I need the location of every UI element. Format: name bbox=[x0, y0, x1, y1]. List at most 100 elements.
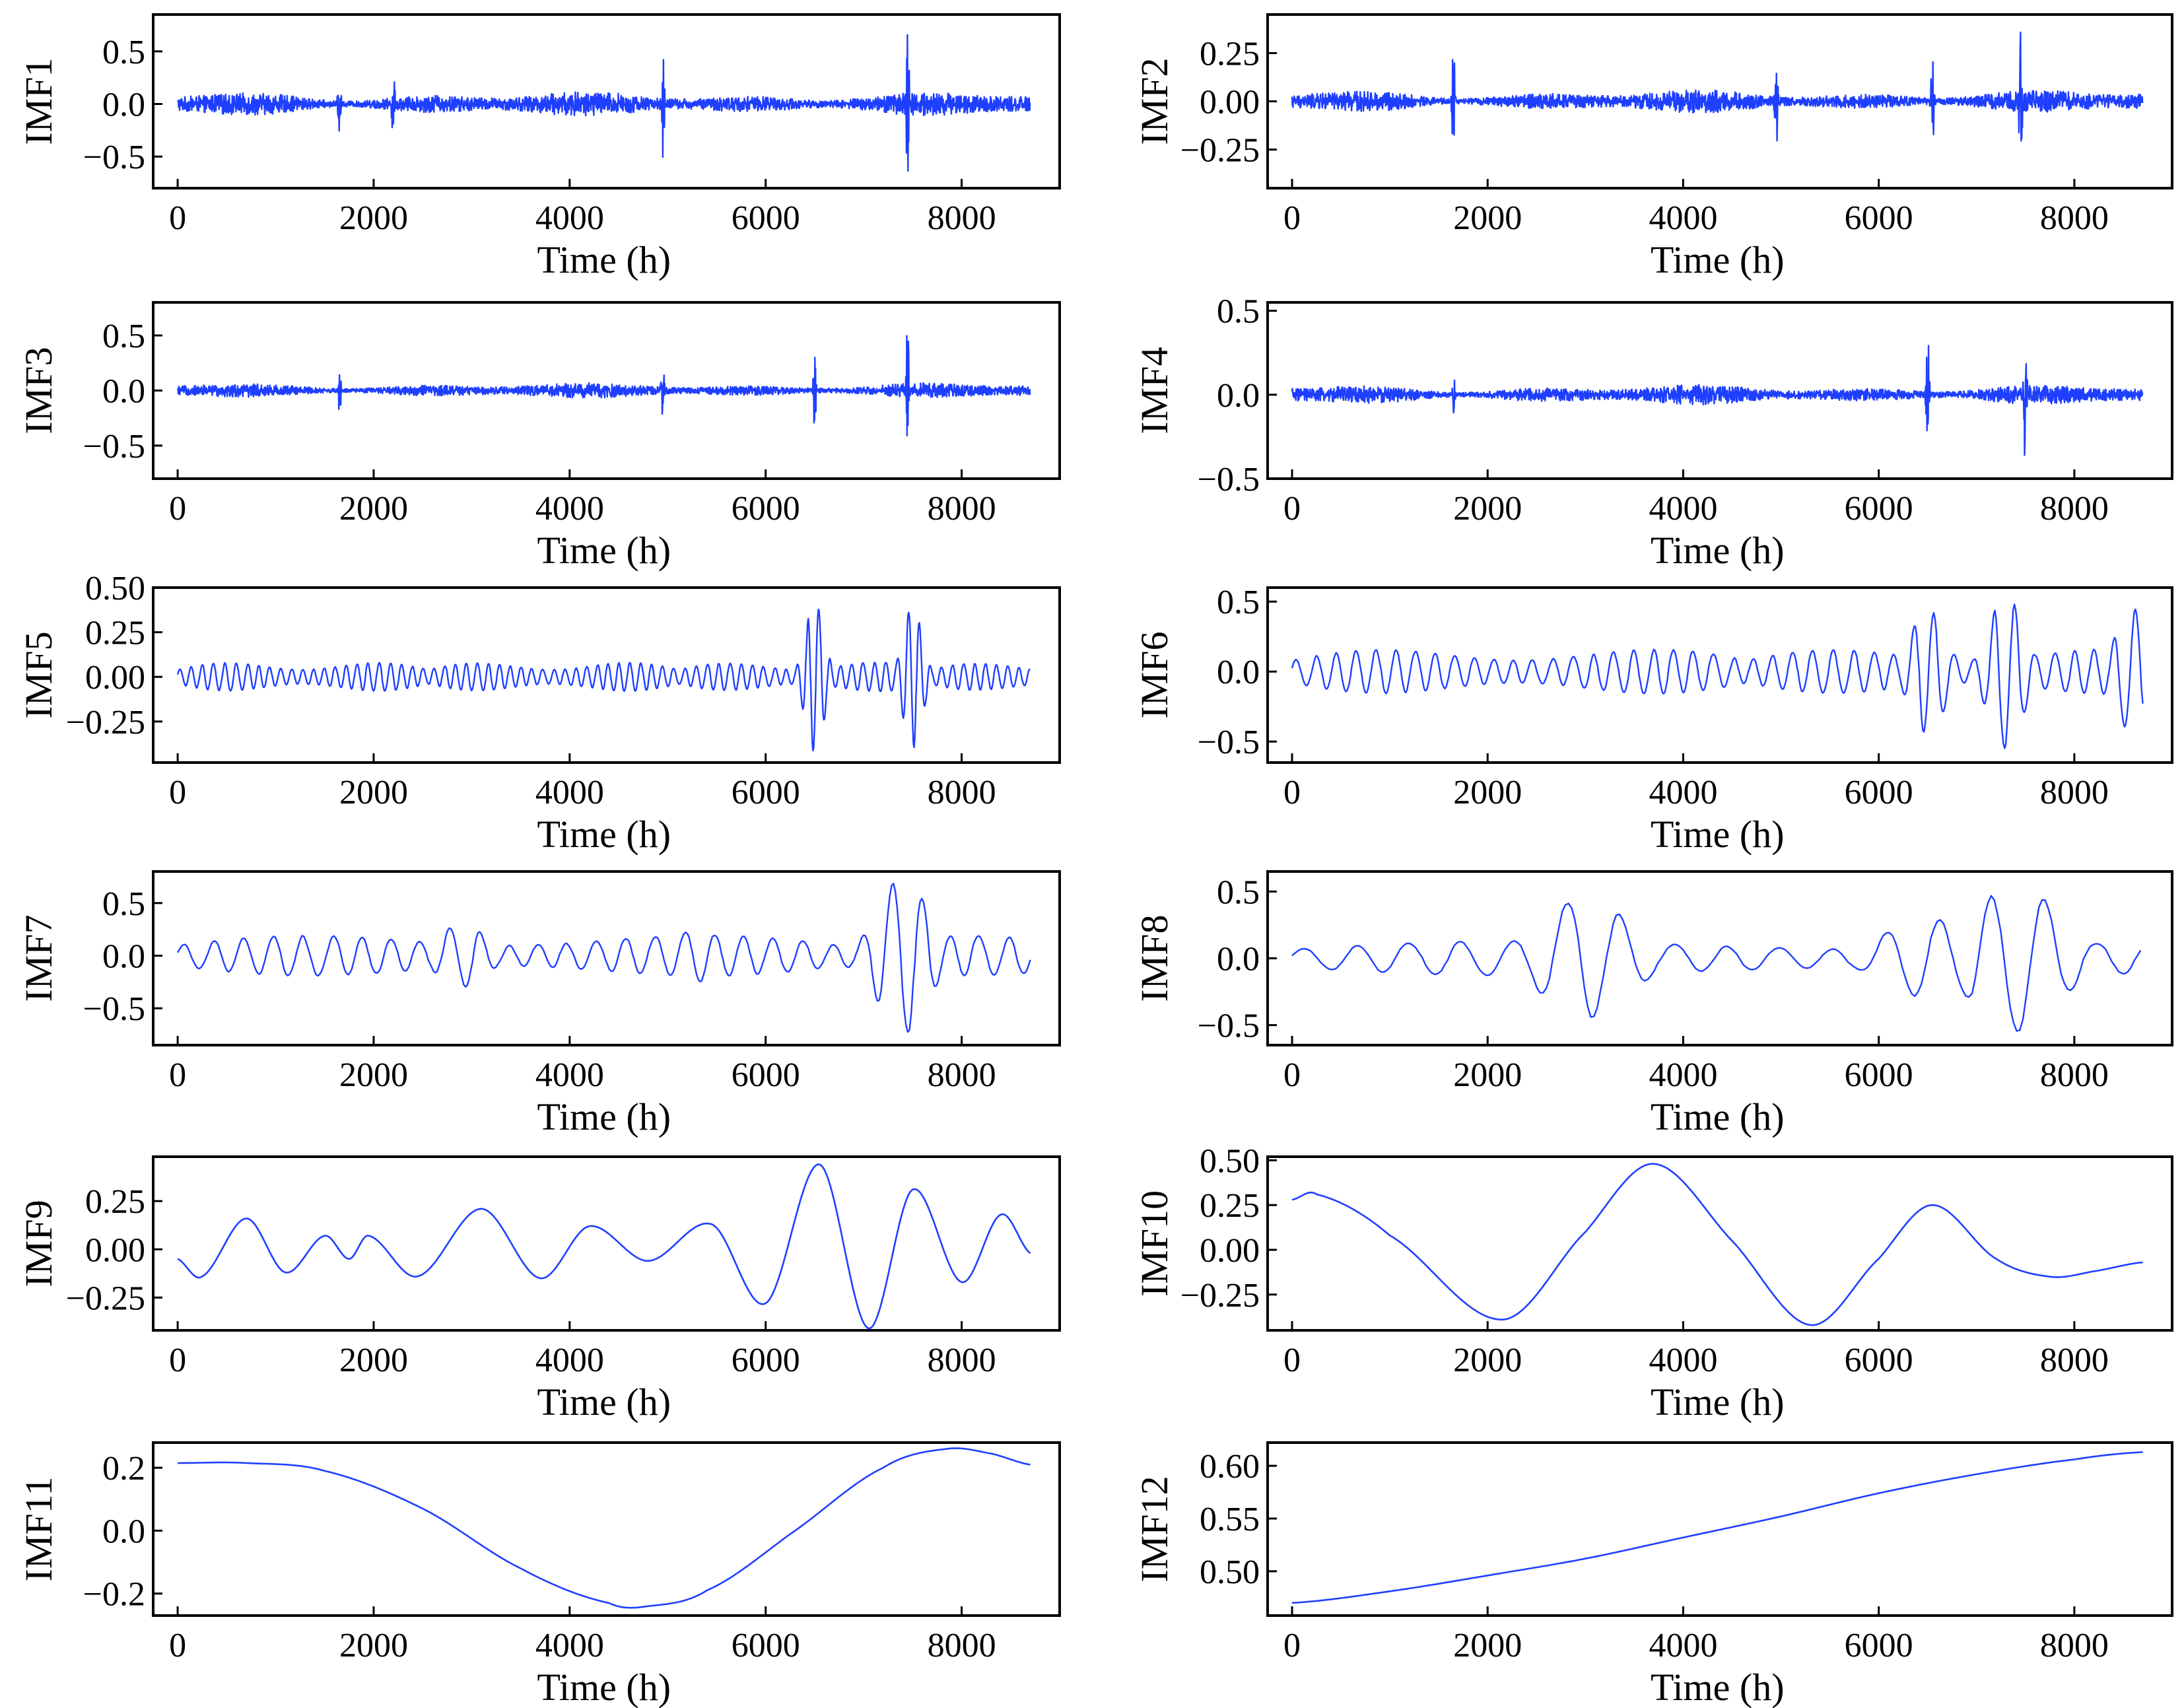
imf10-xtick-label: 0 bbox=[1283, 1342, 1301, 1379]
imf1-xtick-label: 4000 bbox=[535, 199, 604, 237]
imf12-ylabel: IMF12 bbox=[1133, 1476, 1176, 1582]
imf11-xtick-label: 4000 bbox=[535, 1627, 604, 1664]
imf12-xtick-label: 2000 bbox=[1453, 1627, 1522, 1664]
imf7-xtick-label: 2000 bbox=[339, 1056, 408, 1094]
imf7-series-line bbox=[177, 883, 1031, 1033]
imf1-xtick-label: 6000 bbox=[732, 199, 800, 237]
imf12-frame bbox=[1266, 1441, 2173, 1617]
imf11-ytick-label: 0.2 bbox=[102, 1450, 145, 1487]
imf12-xlabel: Time (h) bbox=[1651, 1666, 1785, 1708]
imf10-ylabel: IMF10 bbox=[1133, 1190, 1176, 1297]
imf9-xtick-label: 2000 bbox=[339, 1342, 408, 1379]
imf4-xtick-label: 6000 bbox=[1845, 490, 1913, 528]
imf3-xtick-label: 2000 bbox=[339, 490, 408, 528]
imf1-ylabel: IMF1 bbox=[17, 57, 60, 145]
panel-imf7: 0 2000 4000 6000 8000 0.5 0.0 −0.5 Time (h) IMF7 bbox=[17, 870, 1061, 1138]
imf1-xtick-label: 2000 bbox=[339, 199, 408, 237]
imf8-ytick-label: −0.5 bbox=[1198, 1008, 1260, 1045]
imf4-ytick-label: 0.0 bbox=[1217, 377, 1260, 415]
imf5-xlabel: Time (h) bbox=[537, 813, 671, 856]
imf6-ytick-label: 0.0 bbox=[1217, 654, 1260, 691]
imf8-xtick-label: 0 bbox=[1283, 1056, 1301, 1094]
imf5-xtick-label: 4000 bbox=[535, 774, 604, 811]
imf3-ytick-label: −0.5 bbox=[83, 428, 145, 465]
imf6-series-line bbox=[1291, 603, 2144, 749]
imf5-frame bbox=[152, 586, 1061, 764]
imf5-series-line bbox=[176, 608, 1031, 751]
imf10-ytick-label: −0.25 bbox=[1180, 1277, 1260, 1315]
imf3-ylabel: IMF3 bbox=[17, 347, 60, 434]
imf12-xtick-label: 4000 bbox=[1649, 1627, 1717, 1664]
imf8-ytick-label: 0.5 bbox=[1217, 873, 1260, 911]
imf7-xtick-label: 0 bbox=[169, 1056, 186, 1094]
imf9-ytick-label: 0.00 bbox=[85, 1231, 145, 1269]
imf10-series-line bbox=[1291, 1163, 2143, 1326]
imf8-series-line bbox=[1291, 895, 2142, 1032]
imf4-ytick-label: 0.5 bbox=[1217, 293, 1260, 331]
imf10-xtick-label: 2000 bbox=[1453, 1342, 1522, 1379]
imf11-series-line bbox=[178, 1447, 1031, 1609]
imf10-xtick-label: 8000 bbox=[2040, 1342, 2109, 1379]
imf4-frame bbox=[1266, 301, 2173, 480]
imf2-xtick-label: 0 bbox=[1283, 199, 1301, 237]
imf4-xtick-label: 8000 bbox=[2040, 490, 2109, 528]
imf11-xlabel: Time (h) bbox=[537, 1666, 671, 1708]
imf12-xtick-label: 8000 bbox=[2040, 1627, 2109, 1664]
imf12-ytick-label: 0.50 bbox=[1200, 1554, 1260, 1591]
imf3-ytick-label: 0.0 bbox=[102, 373, 145, 411]
imf6-frame bbox=[1266, 586, 2173, 764]
imf10-ytick-label: 0.25 bbox=[1200, 1187, 1260, 1225]
imf2-ytick-label: −0.25 bbox=[1180, 132, 1260, 170]
imf4-ylabel: IMF4 bbox=[1133, 347, 1176, 434]
panel-imf12: 0 2000 4000 6000 8000 0.60 0.55 0.50 Time (h) IMF… bbox=[1133, 1441, 2173, 1708]
imf10-xtick-label: 4000 bbox=[1649, 1342, 1717, 1379]
imf3-xtick-label: 0 bbox=[169, 490, 186, 528]
imf9-ytick-label: 0.25 bbox=[85, 1183, 145, 1221]
imf6-xtick-label: 2000 bbox=[1453, 774, 1522, 811]
imf6-xtick-label: 0 bbox=[1283, 774, 1301, 811]
imf3-xtick-label: 6000 bbox=[732, 490, 800, 528]
imf7-xtick-label: 4000 bbox=[535, 1056, 604, 1094]
imf7-ytick-label: 0.0 bbox=[102, 938, 145, 976]
imf4-ytick-label: −0.5 bbox=[1198, 461, 1260, 498]
imf8-xlabel: Time (h) bbox=[1651, 1095, 1785, 1138]
imf1-frame bbox=[152, 13, 1061, 189]
imf2-xtick-label: 6000 bbox=[1845, 199, 1913, 237]
imf1-xtick-label: 0 bbox=[169, 199, 186, 237]
imf9-ytick-label: −0.25 bbox=[66, 1280, 145, 1317]
imf5-xtick-label: 8000 bbox=[928, 774, 996, 811]
imf8-xtick-label: 4000 bbox=[1649, 1056, 1717, 1094]
panel-imf6: 0 2000 4000 6000 8000 0.5 0.0 −0.5 Time (h) IMF6 bbox=[1133, 584, 2173, 856]
imf7-xtick-label: 6000 bbox=[732, 1056, 800, 1094]
imf10-frame bbox=[1266, 1155, 2173, 1332]
imf10-ytick-label: 0.00 bbox=[1200, 1232, 1260, 1270]
imf11-xtick-label: 2000 bbox=[339, 1627, 408, 1664]
panel-imf3: 0 2000 4000 6000 8000 0.5 0.0 −0.5 Time (h) IMF3 bbox=[17, 301, 1061, 572]
imf12-ytick-label: 0.60 bbox=[1200, 1448, 1260, 1486]
imf12-xtick-label: 6000 bbox=[1845, 1627, 1913, 1664]
imf3-xtick-label: 4000 bbox=[535, 490, 604, 528]
imf6-ytick-label: 0.5 bbox=[1217, 584, 1260, 621]
imf2-ylabel: IMF2 bbox=[1133, 57, 1176, 145]
imf5-xtick-label: 0 bbox=[169, 774, 186, 811]
imf5-ytick-label: 0.00 bbox=[85, 659, 145, 697]
imf1-xtick-label: 8000 bbox=[928, 199, 996, 237]
imf8-xtick-label: 2000 bbox=[1453, 1056, 1522, 1094]
imf6-xlabel: Time (h) bbox=[1651, 813, 1785, 856]
imf8-xtick-label: 6000 bbox=[1845, 1056, 1913, 1094]
imf9-frame bbox=[152, 1155, 1061, 1332]
imf9-xtick-label: 8000 bbox=[928, 1342, 996, 1379]
imf10-ytick-label: 0.50 bbox=[1200, 1142, 1260, 1180]
panel-imf10: 0 2000 4000 6000 8000 0.50 0.25 0.00 −0.25 Time (… bbox=[1133, 1142, 2173, 1423]
imf6-ylabel: IMF6 bbox=[1133, 631, 1176, 718]
imf11-frame bbox=[152, 1441, 1061, 1617]
imf6-xtick-label: 8000 bbox=[2040, 774, 2109, 811]
imf2-xtick-label: 8000 bbox=[2040, 199, 2109, 237]
imf9-ylabel: IMF9 bbox=[17, 1200, 60, 1287]
imf7-ylabel: IMF7 bbox=[17, 914, 60, 1002]
imf8-xtick-label: 8000 bbox=[2040, 1056, 2109, 1094]
imf2-xlabel: Time (h) bbox=[1651, 238, 1785, 281]
imf10-xlabel: Time (h) bbox=[1651, 1381, 1785, 1423]
imf11-xtick-label: 0 bbox=[169, 1627, 186, 1664]
